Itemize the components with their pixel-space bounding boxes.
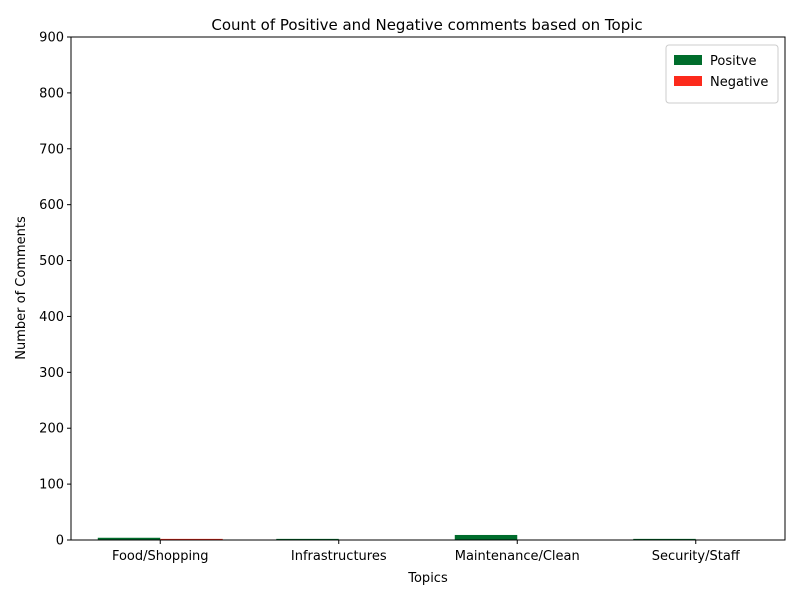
y-tick-label: 900: [39, 31, 64, 46]
y-tick-label: 400: [39, 310, 64, 325]
y-tick-label: 300: [39, 366, 64, 381]
y-axis: 0 100 200 300 400 500 600 700 800 900: [39, 31, 71, 549]
x-tick-label: Infrastructures: [291, 549, 387, 564]
x-axis: Food/Shopping Infrastructures Maintenance/…: [112, 540, 741, 564]
y-tick-label: 500: [39, 254, 64, 269]
legend-label: Positve: [710, 54, 757, 69]
y-tick-label: 600: [39, 198, 64, 213]
bar-positive: [633, 538, 696, 540]
x-tick-label: Security/Staff: [652, 549, 741, 564]
legend-label: Negative: [710, 75, 768, 90]
y-tick-label: 200: [39, 422, 64, 437]
y-tick-label: 800: [39, 86, 64, 101]
bar-positive: [454, 534, 518, 540]
bar-negative: [160, 538, 223, 540]
y-tick-label: 700: [39, 142, 64, 157]
plot-frame: [70, 36, 786, 541]
y-tick-label: 0: [56, 534, 64, 549]
bar-positive: [97, 537, 161, 540]
chart-title: Count of Positive and Negative comments …: [211, 16, 642, 34]
x-axis-label: Topics: [407, 571, 448, 586]
legend-swatch: [674, 76, 702, 86]
bars-group: [97, 534, 696, 540]
legend: Positve Negative: [665, 44, 779, 104]
bar-positive: [276, 538, 339, 540]
legend-swatch: [674, 55, 702, 65]
x-tick-label: Food/Shopping: [112, 549, 209, 564]
y-axis-label: Number of Comments: [14, 216, 29, 360]
y-tick-label: 100: [39, 478, 64, 493]
x-tick-label: Maintenance/Clean: [455, 549, 580, 564]
